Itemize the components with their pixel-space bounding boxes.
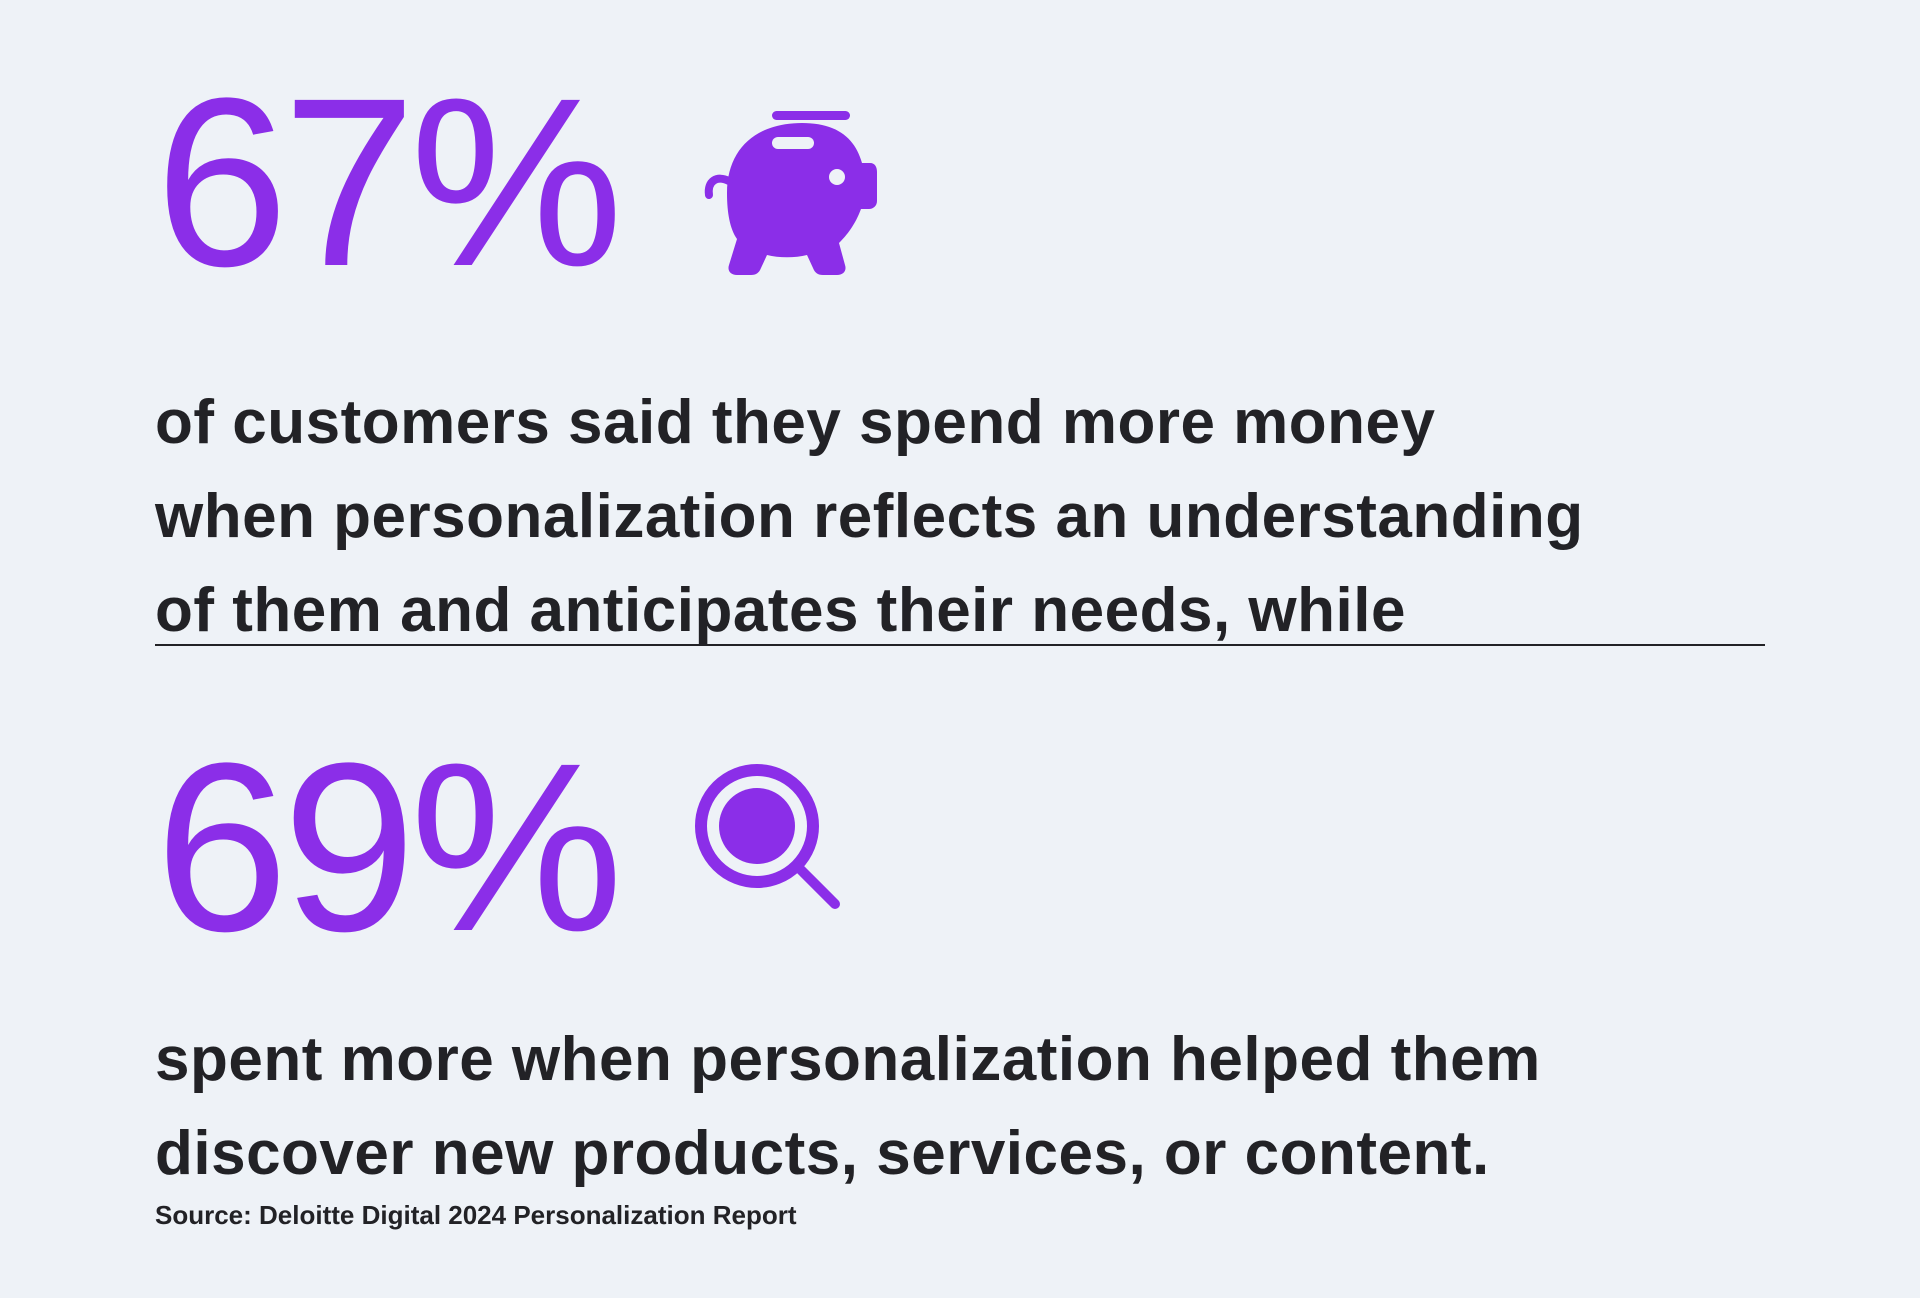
stat-header-1: 67%: [155, 48, 1765, 316]
source-citation: Source: Deloitte Digital 2024 Personaliz…: [155, 1200, 797, 1230]
stat-description-2: spent more when personalization helped t…: [155, 1025, 1541, 1188]
stat-description-1: of customers said they spend more money …: [155, 388, 1584, 645]
stat-block-1: 67% of customers said they spend more mo…: [155, 48, 1765, 658]
stat-value-1: 67%: [155, 48, 623, 316]
piggy-bank-icon: [705, 111, 878, 275]
magnifying-glass-icon: [695, 764, 841, 909]
stat-header-2: 69%: [155, 713, 1765, 981]
divider: [155, 644, 1765, 646]
stat-value-2: 69%: [155, 713, 623, 981]
stat-block-2: 69% spent more when personalization help…: [155, 713, 1765, 1201]
